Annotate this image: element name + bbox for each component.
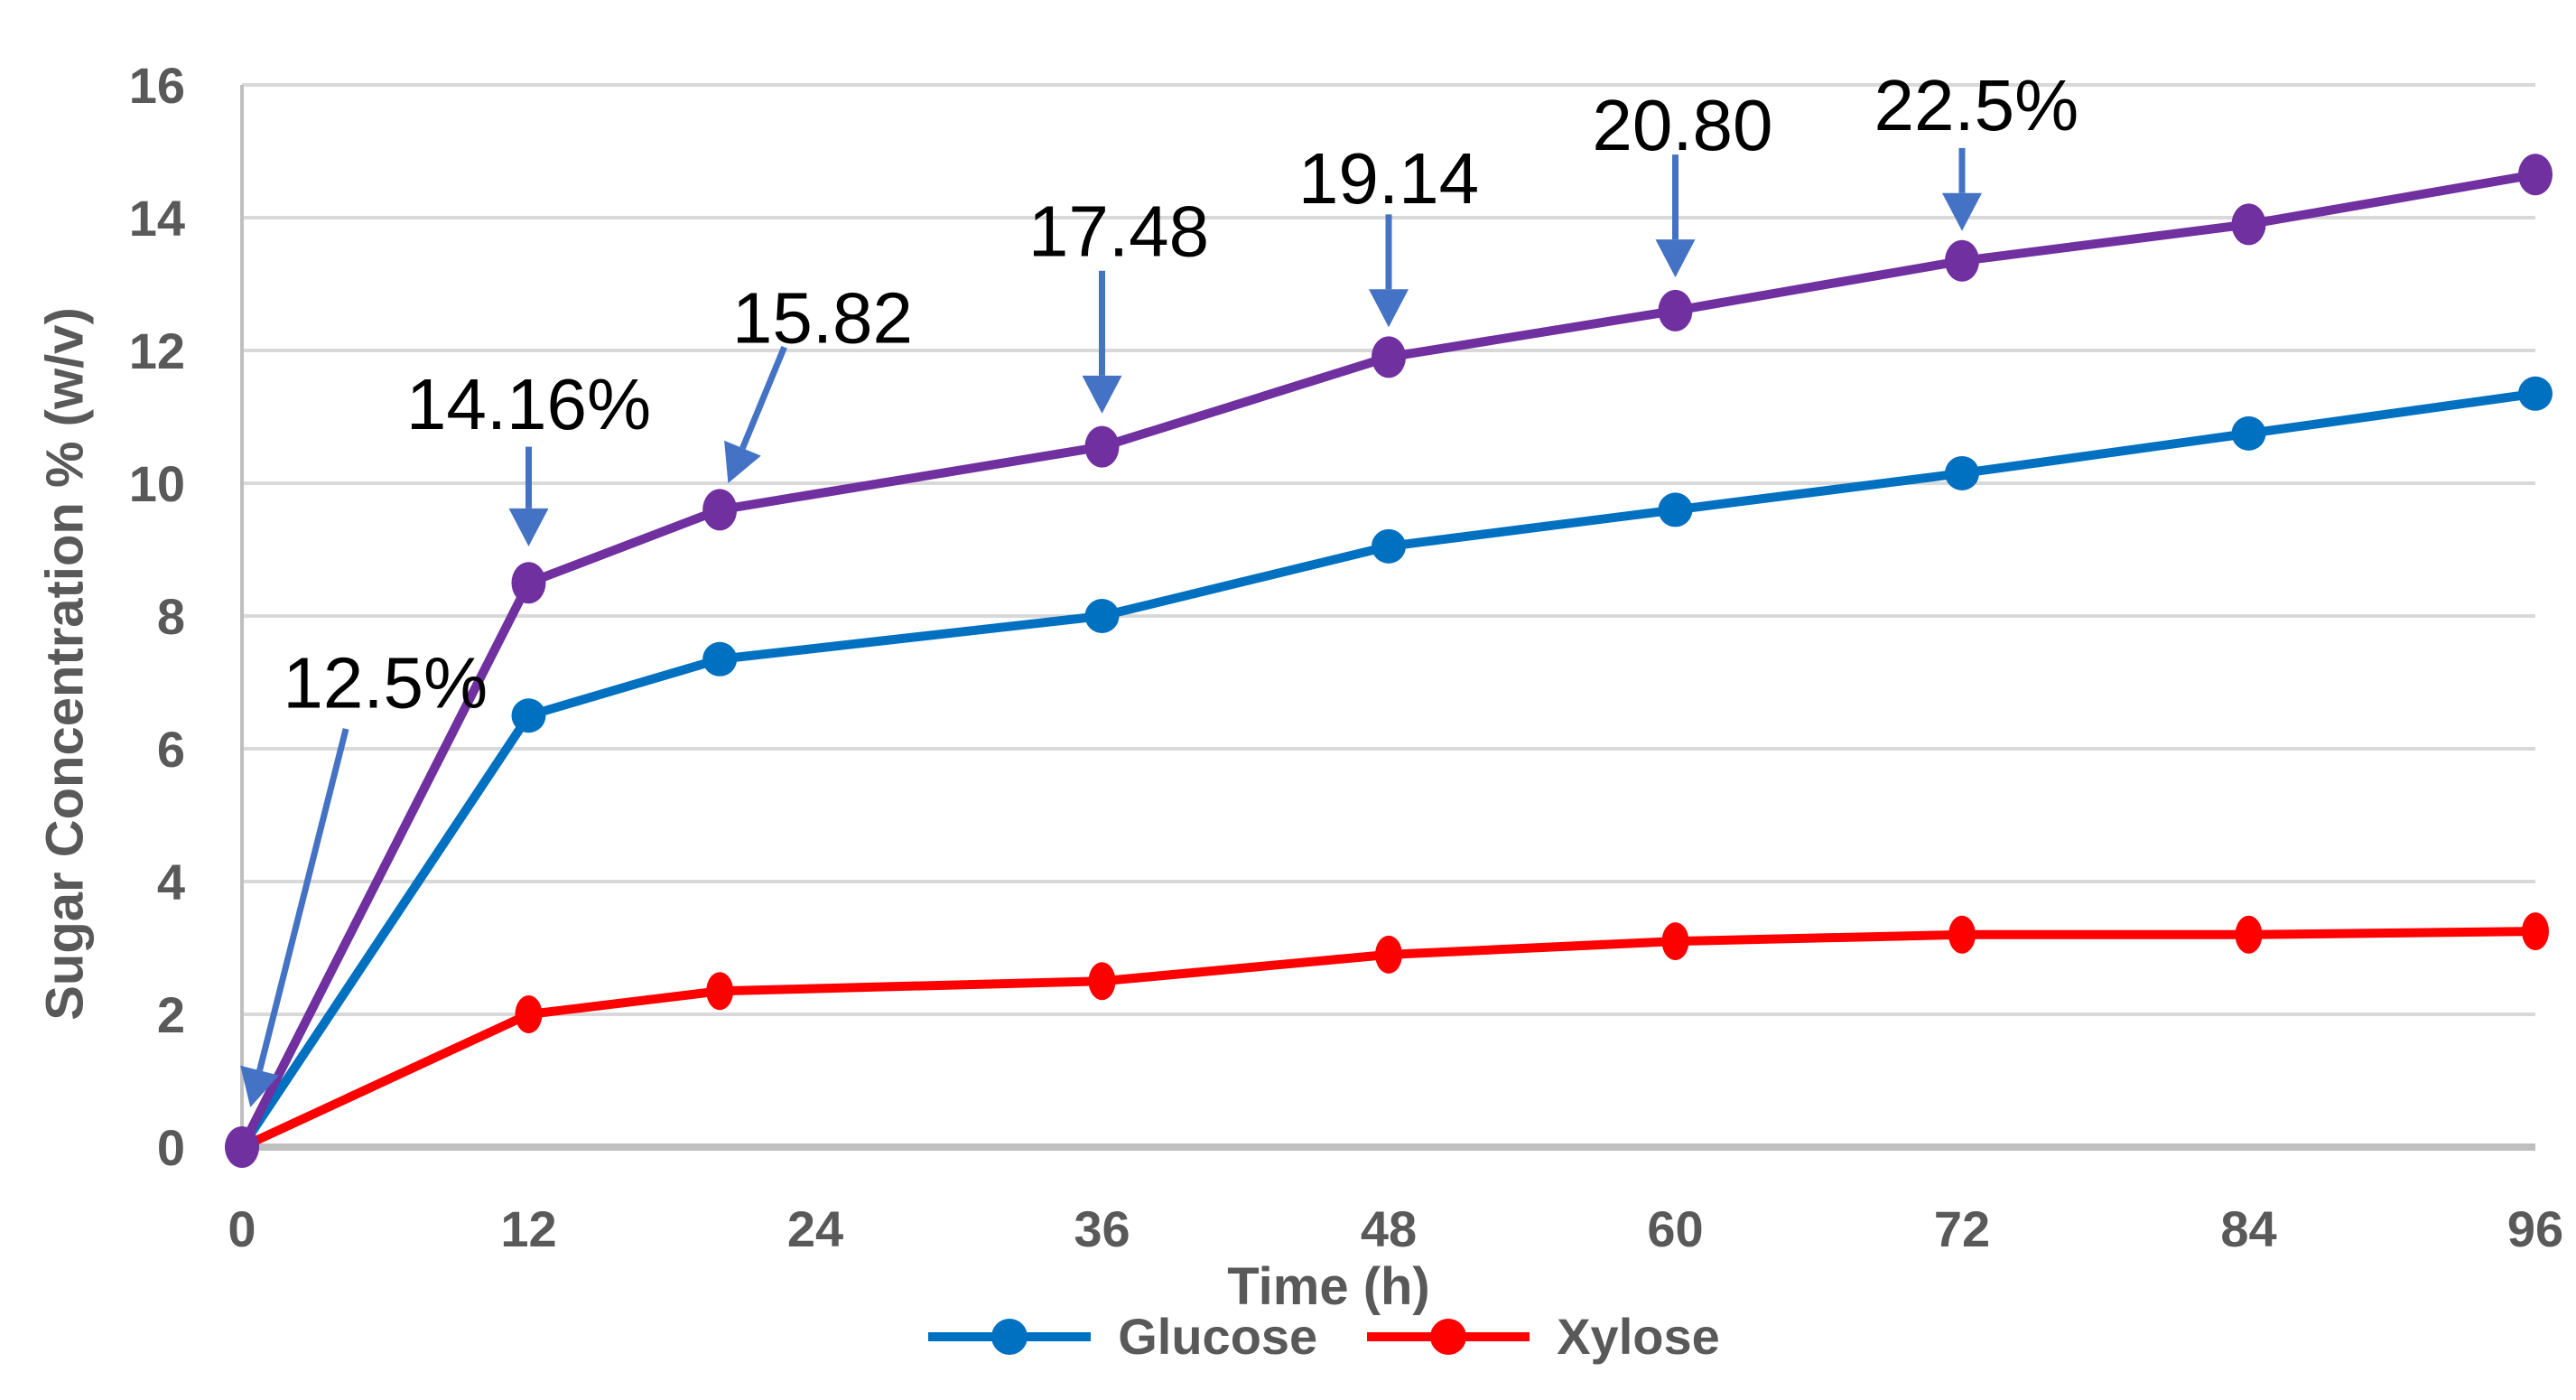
svg-text:16: 16	[129, 57, 185, 114]
svg-text:4: 4	[157, 854, 185, 910]
svg-text:60: 60	[1647, 1200, 1703, 1257]
svg-text:12.5%: 12.5%	[283, 643, 488, 723]
legend-label-glucose: Glucose	[1118, 1308, 1318, 1365]
xylose-line-marker-icon	[1367, 1319, 1530, 1355]
svg-text:14.16%: 14.16%	[406, 364, 651, 444]
svg-text:0: 0	[157, 1119, 185, 1176]
x-axis-title: Time (h)	[1227, 1257, 1430, 1316]
svg-text:12: 12	[500, 1200, 556, 1257]
svg-text:96: 96	[2507, 1200, 2563, 1257]
svg-text:17.48: 17.48	[1028, 191, 1209, 272]
legend-item-xylose: Xylose	[1367, 1311, 1720, 1362]
svg-text:14: 14	[129, 190, 185, 247]
svg-text:72: 72	[1934, 1200, 1990, 1257]
svg-text:2: 2	[157, 986, 185, 1043]
svg-text:22.5%: 22.5%	[1874, 65, 2078, 145]
svg-text:15.82: 15.82	[732, 277, 913, 358]
legend-item-glucose: Glucose	[928, 1311, 1317, 1362]
glucose-line-marker-icon	[928, 1319, 1092, 1355]
svg-text:19.14: 19.14	[1298, 138, 1479, 219]
svg-text:6: 6	[157, 721, 185, 778]
svg-text:10: 10	[129, 455, 185, 512]
svg-text:8: 8	[157, 588, 185, 645]
svg-text:0: 0	[228, 1200, 256, 1257]
svg-text:24: 24	[787, 1200, 843, 1257]
legend-label-xylose: Xylose	[1557, 1308, 1720, 1365]
legend: Glucose Xylose	[36, 1311, 2576, 1362]
svg-text:84: 84	[2220, 1200, 2276, 1257]
svg-text:20.80: 20.80	[1592, 85, 1772, 165]
svg-text:48: 48	[1361, 1200, 1417, 1257]
svg-text:12: 12	[129, 322, 185, 379]
svg-text:36: 36	[1074, 1200, 1130, 1257]
